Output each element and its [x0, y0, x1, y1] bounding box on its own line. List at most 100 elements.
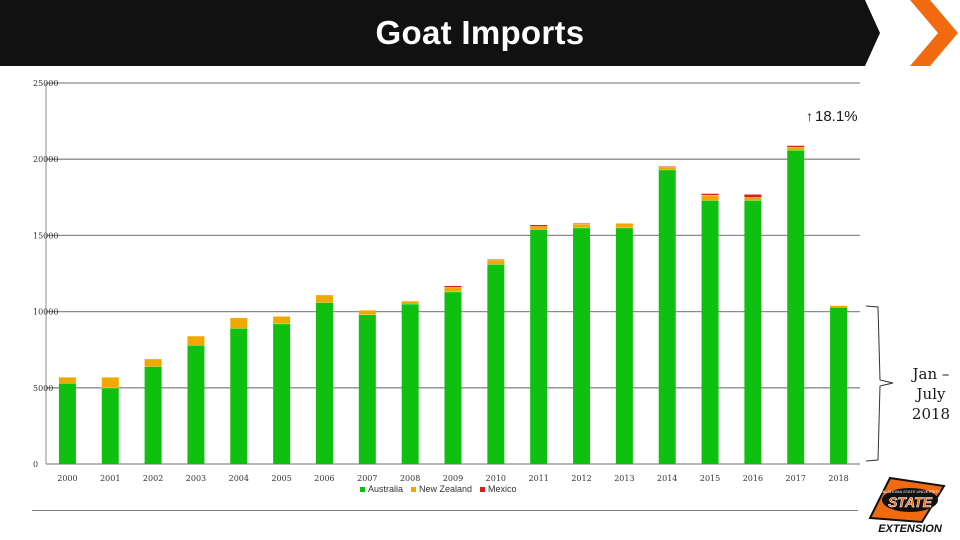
period-annotation: Jan – July 2018 — [911, 365, 951, 423]
bar-australia-2003 — [187, 345, 205, 464]
bar-new-zealand-2001 — [101, 377, 119, 388]
bar-australia-2012 — [573, 227, 591, 464]
bar-australia-2010 — [487, 264, 505, 464]
extension-logo: OKLAHOMA STATE UNIVERSITY STATE EXTENSIO… — [868, 476, 946, 535]
growth-label: 18.1% — [815, 108, 858, 125]
y-tick-label: 5000 — [33, 384, 53, 393]
x-tick-labels: 2000 2001 2002 2003 2004 2005 2006 2007 2008 2009… — [57, 474, 849, 483]
bar-mexico-2017 — [787, 145, 805, 148]
legend-item-new-zealand: New Zealand — [411, 484, 472, 494]
x-tick-label-2000: 2000 — [57, 474, 77, 483]
bar-australia-2016 — [744, 200, 762, 464]
legend-item-mexico: Mexico — [480, 484, 517, 494]
legend-item-australia: Australia — [360, 484, 403, 494]
x-tick-label-2018: 2018 — [828, 474, 848, 483]
bar-australia-2004 — [230, 328, 248, 464]
bars-layer — [58, 145, 848, 465]
bar-new-zealand-2018 — [830, 305, 848, 308]
x-tick-label-2007: 2007 — [357, 474, 377, 483]
logo-sub-text: EXTENSION — [878, 523, 943, 535]
y-tick-label: 25000 — [33, 79, 58, 88]
x-tick-label-2004: 2004 — [229, 474, 249, 483]
y-tick-label: 20000 — [33, 155, 58, 164]
bar-new-zealand-2005 — [273, 316, 291, 324]
bar-australia-2015 — [701, 200, 719, 464]
bar-australia-2011 — [530, 229, 548, 464]
bar-mexico-2009 — [444, 285, 462, 288]
up-arrow-icon: ↑ — [806, 108, 813, 124]
chart-title: Goat Imports — [375, 14, 585, 51]
bar-australia-2008 — [401, 303, 419, 464]
bar-mexico-2010 — [487, 259, 505, 260]
legend-swatch-australia — [360, 486, 365, 492]
bar-australia-2017 — [787, 150, 805, 464]
x-tick-label-2012: 2012 — [571, 474, 591, 483]
bar-australia-2007 — [358, 314, 376, 464]
bar-new-zealand-2006 — [315, 294, 333, 303]
bar-mexico-2011 — [530, 224, 548, 227]
x-tick-label-2016: 2016 — [743, 474, 763, 483]
legend-label-mexico: Mexico — [488, 484, 517, 494]
bar-australia-2009 — [444, 291, 462, 464]
growth-annotation: ↑ 18.1% — [806, 108, 858, 125]
bar-new-zealand-2013 — [615, 223, 633, 228]
bar-new-zealand-2015 — [701, 195, 719, 201]
bar-new-zealand-2014 — [658, 166, 676, 170]
bar-australia-2001 — [101, 387, 119, 464]
legend-label-australia: Australia — [368, 484, 404, 494]
y-tick-labels: 0 5000 10000 15000 20000 25000 — [33, 79, 58, 469]
bar-new-zealand-2007 — [358, 310, 376, 315]
x-tick-label-2010: 2010 — [486, 474, 506, 483]
x-tick-label-2002: 2002 — [143, 474, 163, 483]
legend-swatch-mexico — [480, 486, 486, 492]
logo-oval — [882, 488, 938, 512]
x-tick-label-2017: 2017 — [786, 474, 806, 483]
bracket-icon — [865, 305, 894, 462]
bar-australia-2002 — [144, 366, 162, 464]
title-banner — [0, 0, 958, 66]
y-tick-label: 10000 — [33, 308, 58, 317]
x-tick-label-2014: 2014 — [657, 474, 677, 483]
legend-swatch-new-zealand — [411, 486, 417, 492]
bar-new-zealand-2010 — [487, 259, 505, 265]
bar-mexico-2016 — [744, 194, 762, 198]
x-tick-label-2011: 2011 — [529, 474, 549, 483]
y-tick-label: 15000 — [33, 231, 58, 240]
bar-new-zealand-2016 — [744, 197, 762, 201]
bar-australia-2005 — [273, 323, 291, 464]
bar-mexico-2012 — [573, 223, 591, 224]
title-bar-black — [0, 0, 880, 66]
x-tick-label-2013: 2013 — [614, 474, 634, 483]
bar-australia-2018 — [830, 307, 848, 464]
legend: Australia New Zealand Mexico — [360, 484, 517, 494]
bar-new-zealand-2008 — [401, 300, 419, 304]
bar-new-zealand-2017 — [787, 147, 805, 151]
x-tick-label-2001: 2001 — [100, 474, 120, 483]
y-tick-label: 0 — [33, 460, 38, 469]
legend-label-new-zealand: New Zealand — [419, 484, 473, 494]
bar-mexico-2015 — [701, 193, 719, 196]
bar-mexico-2014 — [658, 166, 676, 167]
bar-new-zealand-2003 — [187, 335, 205, 346]
grid-layer — [45, 82, 860, 465]
x-tick-label-2003: 2003 — [186, 474, 206, 483]
x-tick-label-2005: 2005 — [271, 474, 291, 483]
bar-australia-2014 — [658, 169, 676, 465]
bar-new-zealand-2000 — [58, 377, 76, 384]
logo-top-text: OKLAHOMA STATE UNIVERSITY — [880, 489, 941, 494]
x-tick-label-2009: 2009 — [443, 474, 463, 483]
x-tick-label-2006: 2006 — [314, 474, 334, 483]
logo-main-text: STATE — [888, 494, 932, 510]
x-tick-label-2008: 2008 — [400, 474, 420, 483]
bar-australia-2006 — [315, 302, 333, 464]
bar-new-zealand-2002 — [144, 358, 162, 367]
chevron-icon — [910, 0, 958, 66]
bar-new-zealand-2012 — [573, 223, 591, 228]
bar-new-zealand-2009 — [444, 287, 462, 292]
bar-australia-2000 — [58, 383, 76, 464]
bar-new-zealand-2011 — [530, 226, 548, 230]
chevron-icon-outline — [867, 0, 888, 66]
bar-australia-2013 — [615, 227, 633, 464]
bar-new-zealand-2004 — [230, 317, 248, 329]
